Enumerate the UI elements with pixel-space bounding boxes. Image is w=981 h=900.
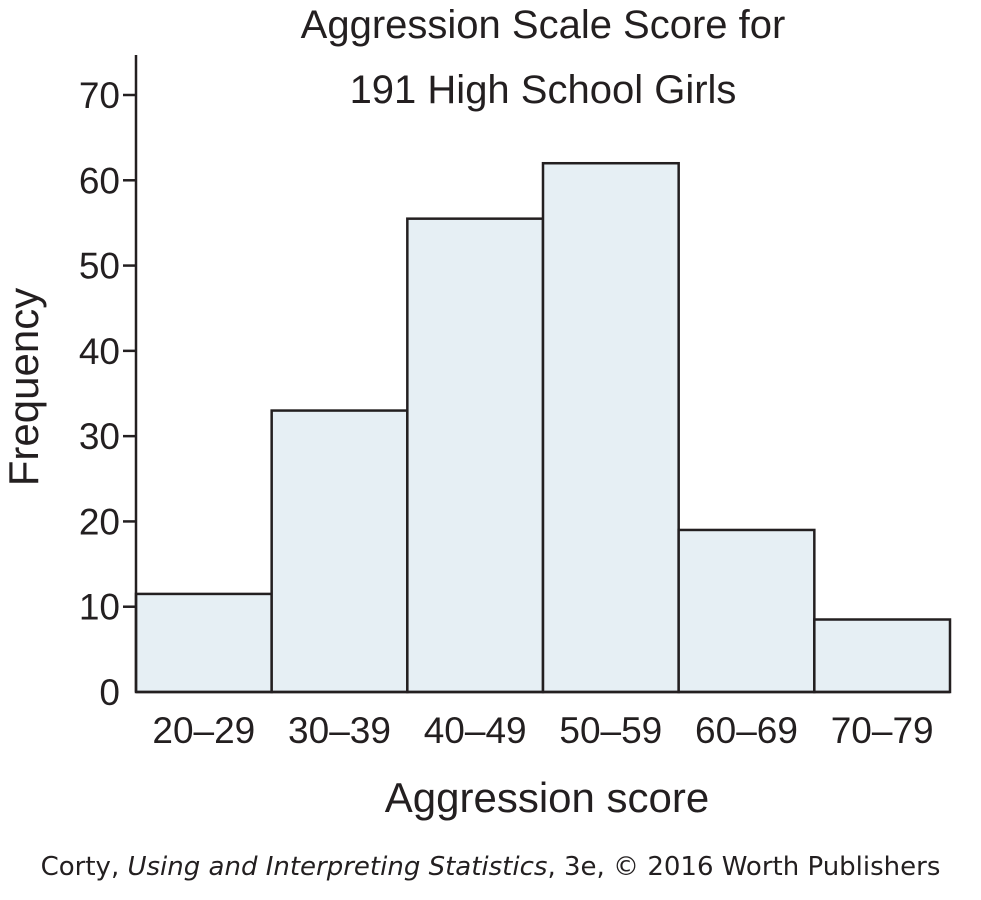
y-tick-label: 20 <box>79 501 120 542</box>
y-tick-label: 70 <box>79 75 120 116</box>
x-tick-label: 60–69 <box>695 710 798 751</box>
y-axis-ticks: 0 10 20 30 40 50 60 70 <box>79 75 136 713</box>
credit-book-title: Using and Interpreting Statistics <box>127 852 548 882</box>
bar-70-79 <box>813 618 952 694</box>
x-tick-label: 20–29 <box>152 710 255 751</box>
credit-author: Corty, <box>40 852 128 882</box>
y-tick-label: 0 <box>99 672 120 713</box>
x-tick-label: 30–39 <box>288 710 391 751</box>
y-tick-label: 60 <box>79 160 120 201</box>
x-tick-label: 50–59 <box>559 710 662 751</box>
bars <box>134 161 952 694</box>
bar-40-49 <box>406 217 545 694</box>
y-tick-label: 30 <box>79 416 120 457</box>
x-axis-ticks: 20–29 30–39 40–49 50–59 60–69 70–79 <box>152 710 933 751</box>
y-tick-label: 10 <box>79 587 120 628</box>
bar-30-39 <box>270 409 409 694</box>
axes <box>134 55 950 694</box>
publisher-credit: Corty, Using and Interpreting Statistics… <box>0 852 981 882</box>
chart-title-line-2: 191 High School Girls <box>350 68 737 112</box>
chart-title-line-1: Aggression Scale Score for <box>301 3 786 47</box>
y-axis-label: Frequency <box>0 288 47 486</box>
y-tick-label: 50 <box>79 246 120 287</box>
y-tick-label: 40 <box>79 331 120 372</box>
bar-60-69 <box>677 528 816 694</box>
x-tick-label: 40–49 <box>424 710 527 751</box>
bar-50-59 <box>541 161 680 694</box>
chart-title: Aggression Scale Score for 191 High Scho… <box>301 3 786 112</box>
x-tick-label: 70–79 <box>831 710 934 751</box>
credit-edition: , 3e, © 2016 Worth Publishers <box>547 852 941 882</box>
x-axis-label: Aggression score <box>385 774 710 821</box>
bar-20-29 <box>134 592 273 694</box>
